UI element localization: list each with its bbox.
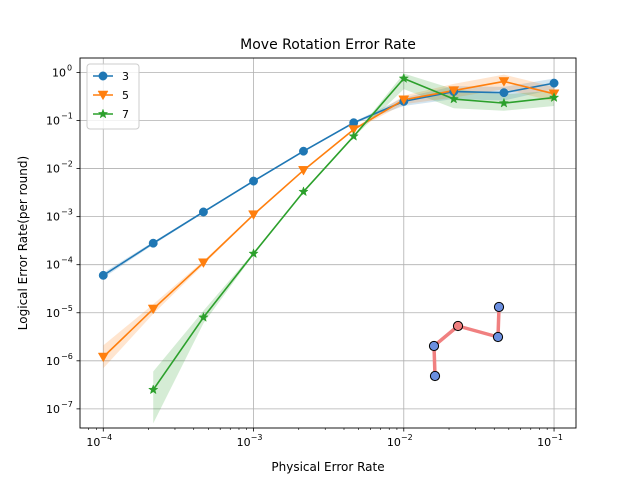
plot-frame bbox=[79, 57, 577, 429]
x-tick-label-exponent-1: −3 bbox=[251, 433, 263, 442]
legend-label-3: 3 bbox=[122, 70, 129, 83]
y-axis-label: Logical Error Rate(per round) bbox=[16, 156, 30, 330]
logo-node-0 bbox=[429, 370, 441, 382]
y-tick-label-2: 10 bbox=[46, 307, 60, 320]
point-series-3-3 bbox=[249, 176, 258, 186]
point-series-3-4 bbox=[299, 146, 308, 156]
legend-marker-5 bbox=[97, 90, 109, 101]
legend-box bbox=[86, 63, 140, 130]
point-series-7-1 bbox=[198, 311, 209, 322]
x-tick-label-exponent-2: −2 bbox=[401, 433, 413, 442]
series-markers bbox=[97, 72, 560, 395]
y-tick-label-1: 10 bbox=[46, 355, 60, 368]
point-series-5-0 bbox=[97, 352, 109, 363]
point-series-3-0 bbox=[98, 270, 108, 280]
y-tick-label-exponent-6: −1 bbox=[61, 112, 73, 121]
point-series-3-9 bbox=[549, 78, 559, 88]
y-tick-label-exponent-1: −6 bbox=[61, 352, 73, 361]
logo-node-1 bbox=[428, 340, 440, 352]
point-series-7-8 bbox=[548, 92, 560, 103]
point-series-3-2 bbox=[198, 207, 208, 217]
point-series-5-3 bbox=[248, 210, 259, 220]
y-tick-label-exponent-4: −3 bbox=[61, 208, 73, 217]
logo-node-4 bbox=[493, 301, 505, 313]
line-series-3 bbox=[102, 82, 555, 277]
point-series-7-4 bbox=[348, 130, 359, 141]
x-axis-label: Physical Error Rate bbox=[271, 460, 384, 474]
band-series-3 bbox=[103, 78, 555, 278]
point-series-3-8 bbox=[499, 88, 509, 98]
point-series-5-7 bbox=[448, 86, 460, 96]
line-series-5 bbox=[102, 80, 555, 358]
legend-label-5: 5 bbox=[122, 89, 129, 102]
y-tick-label-5: 10 bbox=[46, 163, 60, 176]
point-series-7-5 bbox=[398, 72, 410, 83]
y-tick-label-3: 10 bbox=[46, 259, 60, 272]
x-tick-label-exponent-0: −4 bbox=[100, 433, 112, 442]
point-series-5-8 bbox=[498, 77, 510, 87]
point-series-7-2 bbox=[248, 248, 259, 259]
chart-title: Move Rotation Error Rate bbox=[240, 37, 416, 53]
logo-node-2 bbox=[452, 320, 464, 332]
band-series-7 bbox=[153, 73, 555, 424]
logo-node-3 bbox=[492, 331, 504, 343]
y-tick-label-0: 10 bbox=[46, 403, 60, 416]
y-tick-label-exponent-7: 0 bbox=[67, 63, 72, 72]
y-tick-label-7: 10 bbox=[52, 66, 66, 79]
point-series-3-1 bbox=[148, 238, 158, 248]
point-series-7-6 bbox=[448, 93, 459, 104]
point-series-5-5 bbox=[348, 125, 360, 135]
legend-marker-7 bbox=[97, 108, 109, 119]
grid-lines bbox=[80, 58, 576, 428]
legend: 3 5 7 bbox=[86, 63, 140, 130]
x-tick-label-exponent-3: −1 bbox=[551, 433, 563, 442]
legend-marker-3 bbox=[98, 71, 108, 81]
y-tick-label-6: 10 bbox=[46, 115, 60, 128]
y-tick-label-exponent-0: −7 bbox=[61, 400, 73, 409]
point-series-7-3 bbox=[298, 186, 309, 197]
point-series-5-6 bbox=[398, 95, 410, 106]
point-series-5-2 bbox=[197, 258, 209, 268]
logo-graphic bbox=[428, 301, 505, 382]
y-tick-label-exponent-5: −2 bbox=[61, 160, 73, 169]
confidence-bands bbox=[103, 73, 555, 424]
y-tick-label-exponent-3: −4 bbox=[61, 256, 73, 265]
point-series-7-7 bbox=[498, 97, 510, 108]
legend-label-7: 7 bbox=[122, 108, 129, 121]
y-tick-label-4: 10 bbox=[46, 211, 60, 224]
point-series-5-1 bbox=[147, 304, 159, 315]
y-tick-label-exponent-2: −5 bbox=[61, 304, 73, 313]
plot-area bbox=[80, 58, 576, 428]
point-series-5-4 bbox=[298, 166, 309, 176]
point-series-7-0 bbox=[147, 384, 159, 395]
